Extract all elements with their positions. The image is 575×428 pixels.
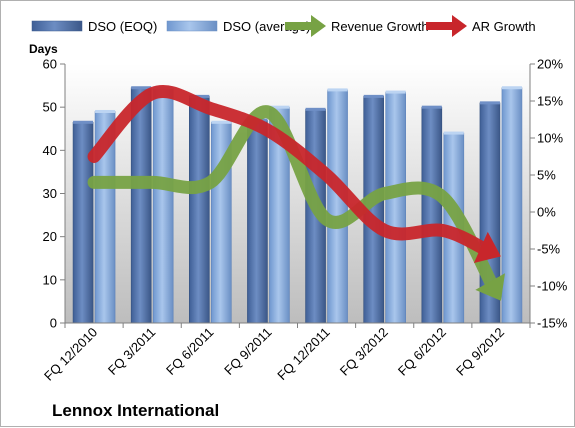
x-tick-label: FQ 12/2010 (41, 325, 100, 384)
legend-swatch-dso-eoq (31, 20, 83, 32)
bar-dso-average (152, 87, 174, 324)
bar-top-dso-eoq (131, 86, 152, 90)
right-tick-label: -10% (537, 279, 568, 294)
left-tick-label: 20 (43, 229, 57, 244)
right-tick-label: 15% (537, 94, 563, 109)
bar-top-dso-average (327, 88, 348, 92)
bar-dso-average (327, 89, 348, 324)
bar-top-dso-average (385, 90, 406, 94)
bar-top-dso-average (443, 131, 464, 135)
bar-top-dso-average (95, 109, 116, 113)
arrows-layer (87, 85, 505, 301)
arrow-head-ar-growth (473, 231, 501, 263)
legend-arrow-head (452, 15, 467, 37)
legend: DSO (EOQ) DSO (average) Revenue Growth A… (31, 15, 536, 37)
legend-label-revenue-growth: Revenue Growth (331, 19, 429, 34)
legend-arrow-ar-growth (426, 15, 467, 37)
x-tick-label: FQ 6/2011 (163, 325, 216, 378)
right-tick-label: 0% (537, 205, 556, 220)
legend-arrow-revenue-growth (285, 15, 326, 37)
arrow-head-revenue-growth (475, 273, 505, 301)
right-tick-label: -15% (537, 316, 568, 331)
bar-top-dso-average (211, 120, 232, 124)
right-tick-label: 20% (537, 57, 563, 72)
left-tick-label: 50 (43, 100, 57, 115)
right-tick-label: 10% (537, 131, 563, 146)
left-tick-label: 60 (43, 57, 57, 72)
left-tick-label: 10 (43, 272, 57, 287)
left-tick-label: 0 (50, 316, 57, 331)
bar-dso-eoq (130, 87, 152, 324)
bar-top-dso-average (501, 86, 522, 90)
x-tick-label: FQ 12/2011 (274, 325, 332, 383)
x-tick-label: FQ 3/2011 (105, 325, 158, 378)
bars-layer (72, 86, 523, 324)
x-tick-label: FQ 6/2012 (395, 325, 449, 379)
bar-top-dso-average (269, 105, 290, 109)
right-tick-label: -5% (537, 242, 561, 257)
left-tick-label: 30 (43, 186, 57, 201)
legend-swatch-dso-average (166, 20, 218, 32)
x-tick-label: FQ 9/2012 (453, 325, 507, 379)
bar-dso-average (501, 87, 523, 324)
legend-label-ar-growth: AR Growth (472, 19, 536, 34)
bar-dso-eoq (421, 106, 443, 324)
x-tick-label: FQ 9/2011 (221, 325, 274, 378)
bar-top-dso-eoq (479, 101, 500, 105)
bar-dso-average (385, 91, 406, 324)
bar-top-dso-eoq (305, 107, 326, 111)
bar-dso-eoq (189, 96, 210, 324)
right-tick-label: 5% (537, 168, 556, 183)
bar-top-dso-eoq (421, 105, 442, 109)
arrow-line-ar-growth (87, 85, 493, 257)
bar-dso-eoq (247, 119, 268, 324)
bar-top-dso-eoq (73, 120, 94, 124)
x-tick-label: FQ 3/2012 (337, 325, 391, 379)
arrow-line-revenue-growth (87, 105, 500, 294)
bar-top-dso-eoq (363, 94, 384, 98)
left-tick-label: 40 (43, 143, 57, 158)
bar-top-dso-eoq (189, 94, 210, 98)
y-axis-title: Days (29, 42, 58, 56)
legend-arrow-head (311, 15, 326, 37)
legend-label-dso-eoq: DSO (EOQ) (88, 19, 157, 34)
company-name: Lennox International (52, 401, 219, 420)
